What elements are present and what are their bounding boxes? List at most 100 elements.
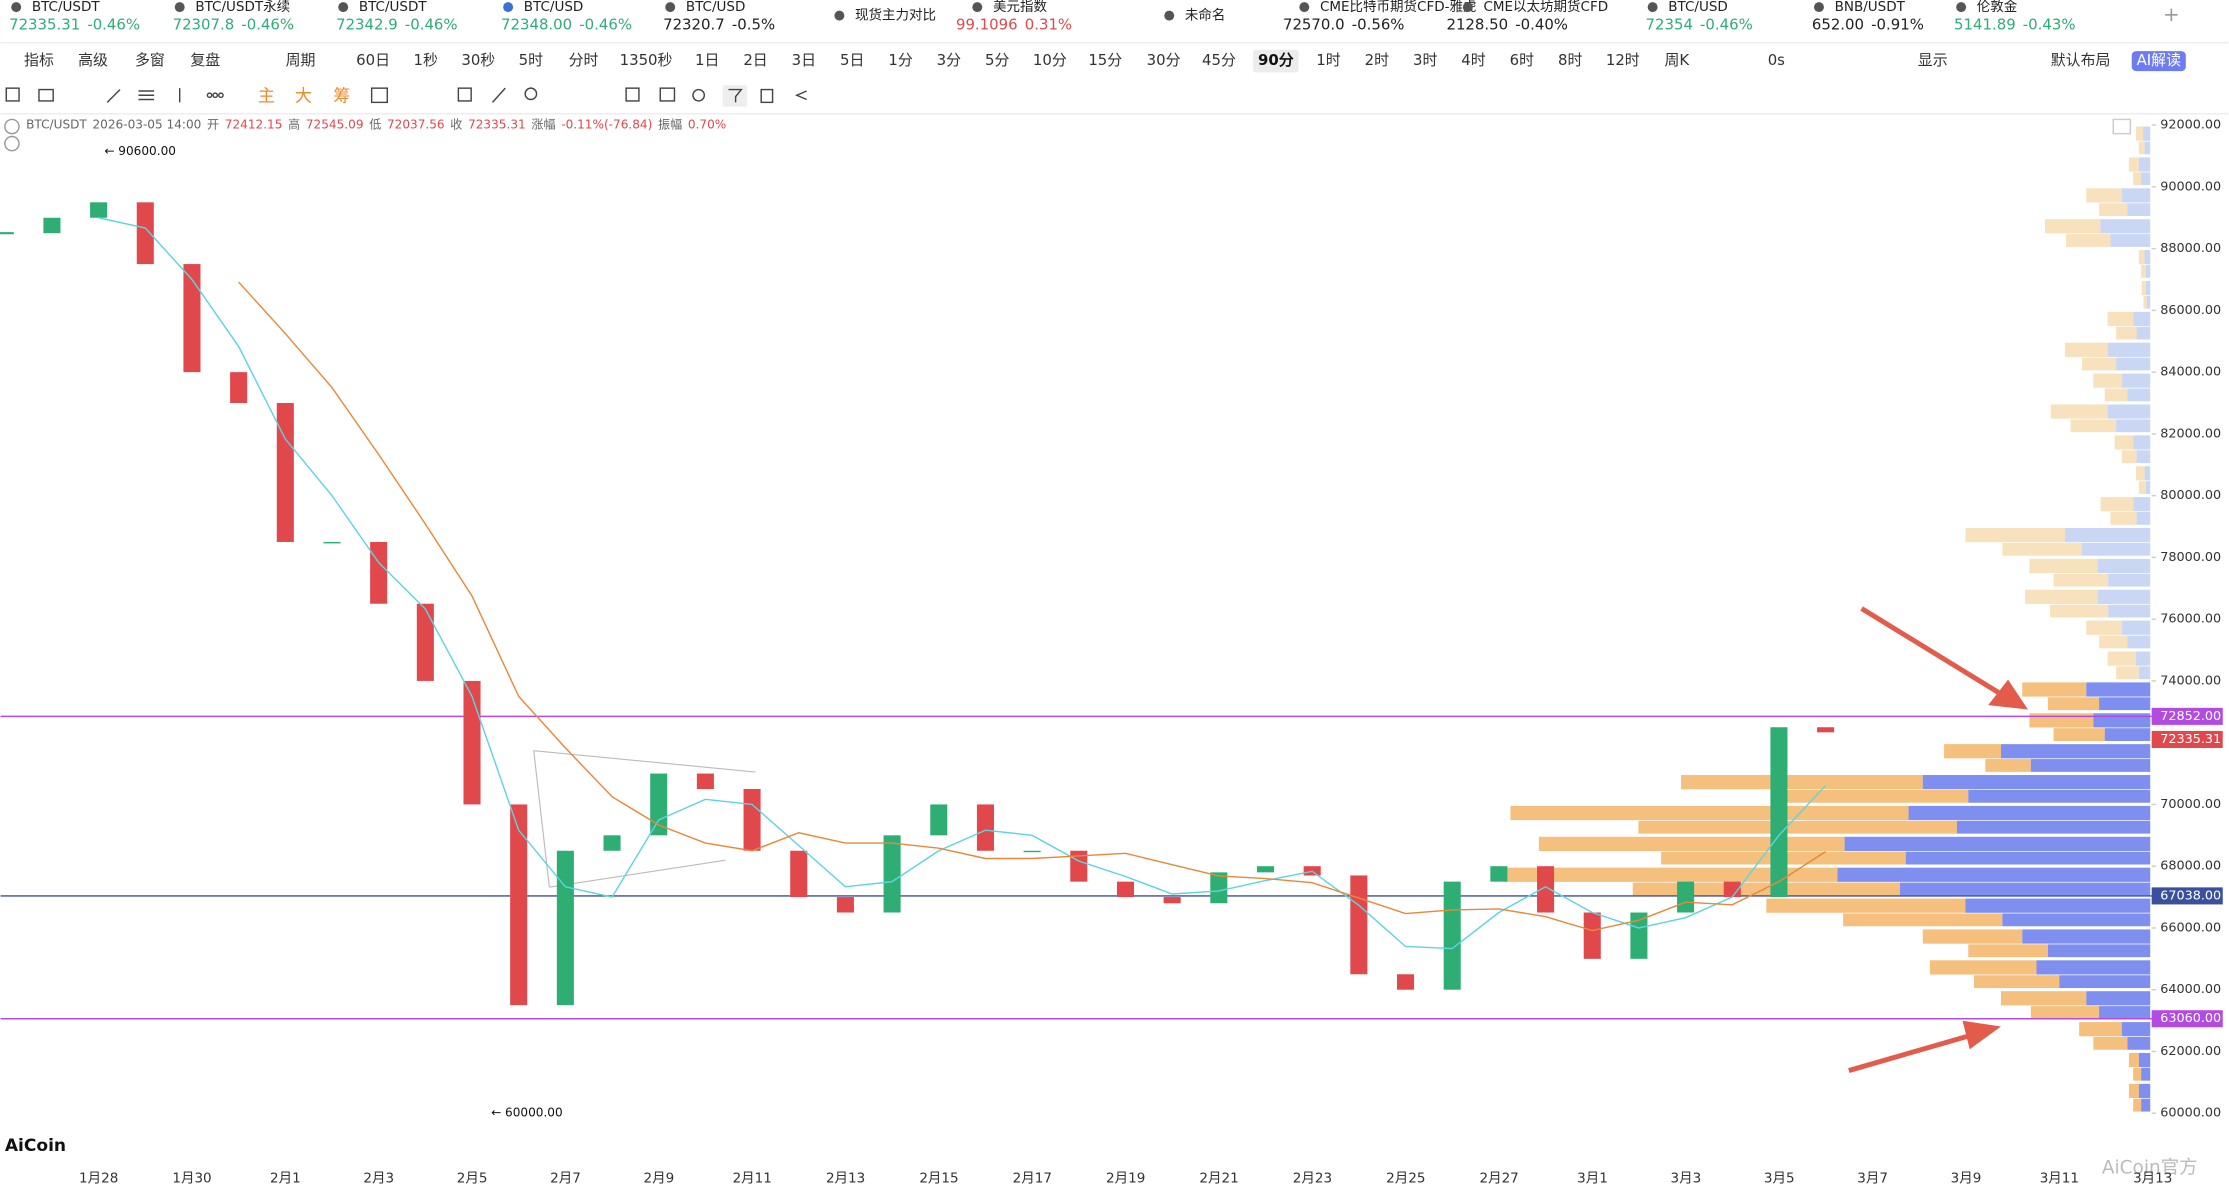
x-tick-label: 2月23	[1293, 1171, 1332, 1187]
toolbar-item[interactable]: 3时	[1413, 51, 1437, 69]
toolbar-item[interactable]: 指标	[24, 51, 54, 69]
y-tick-label: 62000.00	[2160, 1044, 2221, 1059]
profile-bar	[2047, 944, 2151, 958]
add-tab[interactable]: +	[2163, 3, 2180, 26]
ticker-name[interactable]: 美元指数	[993, 0, 1047, 15]
profile-bar	[2079, 1022, 2122, 1037]
candle	[1817, 727, 1835, 733]
profile-bar	[2145, 481, 2151, 494]
y-tick-label: 70000.00	[2160, 797, 2221, 812]
candle	[696, 773, 714, 790]
toolbar-item[interactable]: 15分	[1088, 51, 1122, 69]
ticker-name[interactable]: BTC/USDT	[32, 0, 101, 15]
toolbar-item[interactable]: 2日	[743, 51, 767, 69]
ticker-name[interactable]: 伦敦金	[1977, 0, 2018, 15]
toolbar-item[interactable]: 1分	[888, 51, 912, 69]
profile-bar	[2127, 388, 2151, 402]
toolbar-item[interactable]: 4时	[1461, 51, 1485, 69]
ticker-name[interactable]: CME以太坊期货CFD	[1483, 0, 1608, 15]
toolbar-item[interactable]: 1350秒	[620, 51, 673, 69]
candle	[1443, 881, 1461, 990]
x-tick-label: 2月27	[1480, 1171, 1519, 1187]
profile-bar	[2022, 929, 2151, 944]
toolbar-item[interactable]: 60日	[356, 51, 390, 69]
toolbar-item[interactable]: 1秒	[413, 51, 437, 69]
toolbar-item[interactable]: 5日	[840, 51, 864, 69]
profile-bar	[2029, 558, 2098, 574]
toolbar-item[interactable]: 5时	[519, 51, 543, 69]
toolbar-item[interactable]: 高级	[78, 51, 108, 69]
profile-bar	[2133, 311, 2151, 327]
toolbar-item[interactable]: 周期	[286, 51, 316, 69]
toolbar-item[interactable]: 10分	[1033, 51, 1067, 69]
indicator-tool[interactable]: 筹	[333, 87, 350, 107]
toolbar-item[interactable]: 5分	[985, 51, 1009, 69]
toolbar-item[interactable]: 周K	[1664, 51, 1690, 69]
toolbar-item[interactable]: 复盘	[190, 51, 220, 69]
collapse-icon[interactable]	[4, 135, 20, 152]
toolbar-item[interactable]: 12时	[1606, 51, 1640, 69]
profile-bar	[2138, 1083, 2151, 1099]
indicator-tool[interactable]: 大	[295, 87, 312, 107]
profile-bar	[2104, 728, 2151, 741]
profile-bar	[1985, 759, 2031, 772]
toolbar-item[interactable]: 默认布局	[2051, 51, 2111, 69]
toolbar-item[interactable]: 2时	[1365, 51, 1389, 69]
profile-bar	[2100, 219, 2151, 234]
ticker-name[interactable]: BTC/USD	[1668, 0, 1728, 15]
profile-bar	[1843, 913, 2003, 927]
profile-bar	[2086, 620, 2122, 635]
candle	[790, 850, 808, 898]
collapse-icon[interactable]	[4, 118, 20, 135]
toolbar-item[interactable]: AI解读	[2137, 51, 2181, 69]
toolbar-item[interactable]: 6时	[1510, 51, 1534, 69]
ticker-price: 99.1096	[956, 16, 1018, 34]
toolbar-item[interactable]: 3分	[937, 51, 961, 69]
candle	[976, 804, 994, 851]
ticker-change: -0.46%	[579, 16, 632, 34]
x-tick-label: 2月1	[270, 1171, 301, 1187]
profile-bar	[1844, 836, 2151, 851]
ticker-name[interactable]: BTC/USD	[524, 0, 584, 15]
ticker-name[interactable]: CME比特币期货CFD-雅虎	[1320, 0, 1477, 15]
profile-bar	[2138, 141, 2145, 155]
indicator-tool[interactable]: 主	[258, 87, 275, 107]
toolbar-item[interactable]: 30分	[1147, 51, 1181, 69]
info-text: 72412.15	[225, 118, 283, 132]
profile-bar	[2030, 1006, 2100, 1019]
ticker-icon	[1956, 2, 1967, 13]
profile-bar	[2114, 435, 2134, 450]
price-tag	[2151, 730, 2223, 748]
toolbar-item[interactable]: 8时	[1558, 51, 1582, 69]
profile-bar	[1965, 527, 2065, 543]
ticker-name[interactable]: BTC/USDT	[359, 0, 428, 15]
toolbar-item[interactable]: 3日	[792, 51, 816, 69]
toolbar-item[interactable]: 90分	[1258, 51, 1294, 69]
toolbar-item[interactable]: 多窗	[135, 51, 165, 69]
ticker-name[interactable]: BTC/USD	[686, 0, 746, 15]
x-tick-label: 2月19	[1106, 1171, 1145, 1187]
profile-bar	[2059, 975, 2151, 989]
toolbar-item[interactable]: 0s	[1768, 51, 1785, 69]
candle	[1770, 727, 1788, 898]
profile-bar	[2121, 620, 2151, 635]
toolbar-item[interactable]: 1日	[695, 51, 719, 69]
profile-bar	[2127, 635, 2151, 649]
toolbar-item[interactable]: 1时	[1316, 51, 1340, 69]
ticker-name[interactable]: BTC/USDT永续	[195, 0, 290, 15]
profile-bar	[2093, 1036, 2128, 1050]
y-tick-label: 82000.00	[2160, 426, 2221, 441]
profile-bar	[1766, 898, 1966, 913]
toolbar-item[interactable]: 30秒	[461, 51, 495, 69]
profile-bar	[2002, 913, 2151, 927]
info-text: 涨幅	[531, 117, 555, 132]
toolbar-item[interactable]: 分时	[569, 51, 599, 69]
ticker-name[interactable]: 现货主力对比	[855, 7, 936, 24]
ticker-icon	[1299, 2, 1310, 13]
ticker-name[interactable]: 未命名	[1185, 7, 1226, 24]
price-annotation: ← 60000.00	[491, 1106, 563, 1120]
profile-bar	[2138, 157, 2151, 172]
toolbar-item[interactable]: 显示	[1918, 51, 1948, 69]
ticker-name[interactable]: BNB/USDT	[1835, 0, 1906, 15]
toolbar-item[interactable]: 45分	[1202, 51, 1236, 69]
